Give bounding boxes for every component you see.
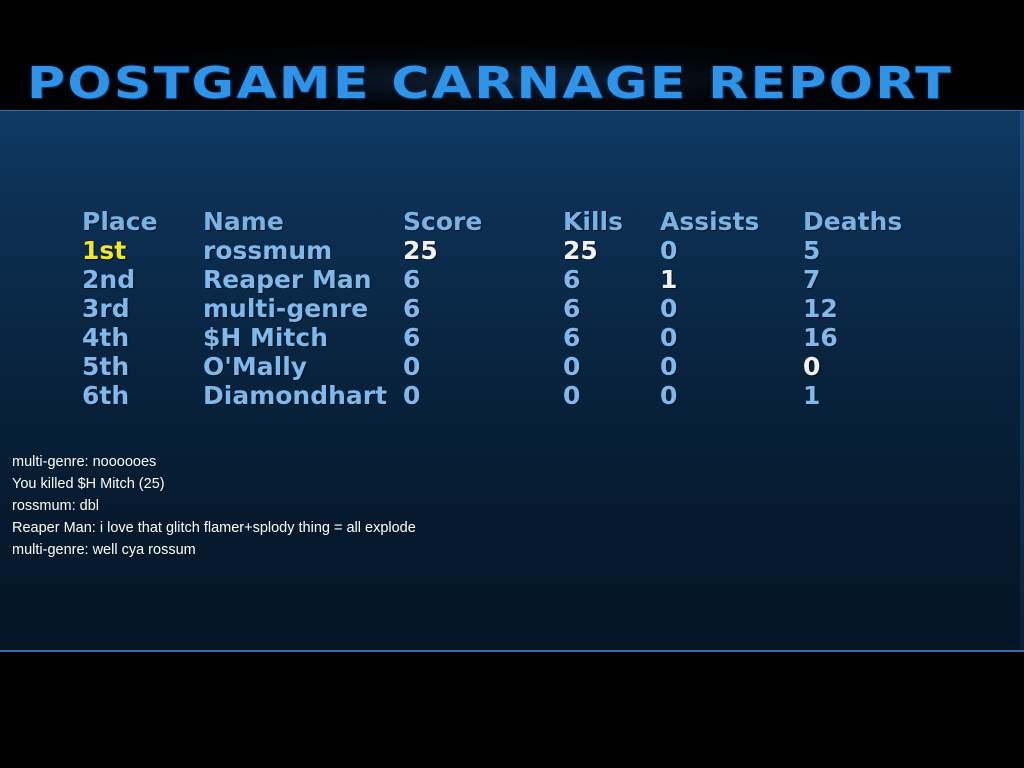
table-row: 6th Diamondhart 0 0 0 1 xyxy=(82,381,942,410)
deaths-cell: 7 xyxy=(803,265,821,294)
chat-message: multi-genre: well cya rossum xyxy=(12,542,196,558)
scoreboard-table: Place Name Score Kills Assists Deaths 1s… xyxy=(82,207,942,410)
header-kills: Kills xyxy=(563,207,623,236)
place-cell: 3rd xyxy=(82,294,130,323)
place-cell: 5th xyxy=(82,352,130,381)
chat-log: multi-genre: noooooes You killed $H Mitc… xyxy=(12,451,712,561)
table-header-row: Place Name Score Kills Assists Deaths xyxy=(82,207,942,236)
header-assists: Assists xyxy=(660,207,760,236)
header-score: Score xyxy=(403,207,483,236)
deaths-cell: 12 xyxy=(803,294,838,323)
score-cell: 0 xyxy=(403,352,421,381)
deaths-cell: 0 xyxy=(803,352,821,381)
score-cell: 6 xyxy=(403,323,421,352)
assists-cell: 0 xyxy=(660,294,678,323)
kills-cell: 0 xyxy=(563,352,581,381)
kills-cell: 0 xyxy=(563,381,581,410)
page-title: POSTGAME CARNAGE REPORT xyxy=(26,58,954,109)
header-name: Name xyxy=(203,207,284,236)
panel-edge xyxy=(1020,111,1024,650)
player-name-cell: O'Mally xyxy=(203,352,308,381)
kills-cell: 6 xyxy=(563,265,581,294)
assists-cell: 0 xyxy=(660,323,678,352)
place-cell: 6th xyxy=(82,381,130,410)
kills-cell: 6 xyxy=(563,323,581,352)
table-row: 1st rossmum 25 25 0 5 xyxy=(82,236,942,265)
player-name-cell: $H Mitch xyxy=(203,323,329,352)
assists-cell: 0 xyxy=(660,236,678,265)
kills-cell: 6 xyxy=(563,294,581,323)
player-name-cell: Diamondhart xyxy=(203,381,388,410)
deaths-cell: 16 xyxy=(803,323,838,352)
assists-cell: 0 xyxy=(660,381,678,410)
deaths-cell: 1 xyxy=(803,381,821,410)
place-cell: 2nd xyxy=(82,265,136,294)
score-cell: 0 xyxy=(403,381,421,410)
player-name-cell: rossmum xyxy=(203,236,333,265)
place-cell: 1st xyxy=(82,236,127,265)
deaths-cell: 5 xyxy=(803,236,821,265)
player-name-cell: Reaper Man xyxy=(203,265,372,294)
table-row: 3rd multi-genre 6 6 0 12 xyxy=(82,294,942,323)
header-place: Place xyxy=(82,207,158,236)
player-name-cell: multi-genre xyxy=(203,294,369,323)
header-deaths: Deaths xyxy=(803,207,903,236)
assists-cell: 0 xyxy=(660,352,678,381)
assists-cell: 1 xyxy=(660,265,678,294)
table-row: 4th $H Mitch 6 6 0 16 xyxy=(82,323,942,352)
carnage-report-panel: Place Name Score Kills Assists Deaths 1s… xyxy=(0,110,1024,652)
place-cell: 4th xyxy=(82,323,130,352)
title-glow xyxy=(60,40,940,120)
kills-cell: 25 xyxy=(563,236,598,265)
table-row: 5th O'Mally 0 0 0 0 xyxy=(82,352,942,381)
score-cell: 6 xyxy=(403,265,421,294)
table-row: 2nd Reaper Man 6 6 1 7 xyxy=(82,265,942,294)
chat-message: multi-genre: noooooes xyxy=(12,454,157,470)
chat-message: You killed $H Mitch (25) xyxy=(12,476,165,492)
score-cell: 6 xyxy=(403,294,421,323)
chat-message: rossmum: dbl xyxy=(12,498,100,514)
score-cell: 25 xyxy=(403,236,438,265)
chat-message: Reaper Man: i love that glitch flamer+sp… xyxy=(12,520,416,536)
